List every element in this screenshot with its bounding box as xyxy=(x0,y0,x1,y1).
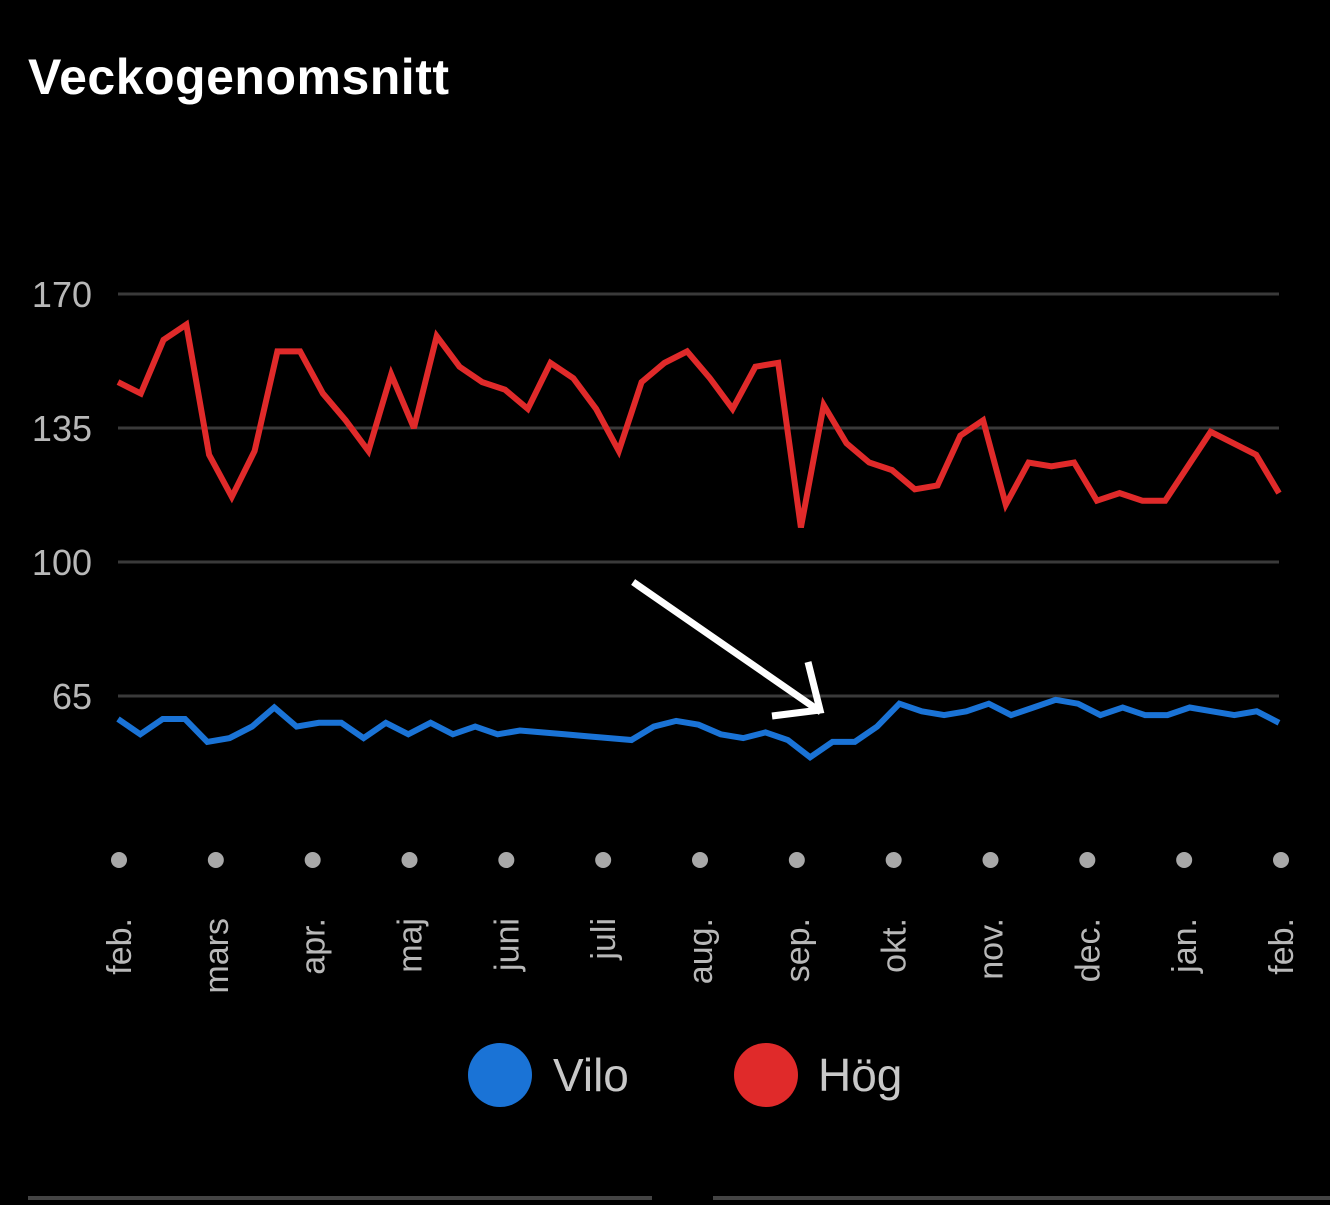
x-tick-label: apr. xyxy=(295,918,333,975)
x-tick-dot xyxy=(982,852,999,868)
legend-hog-label: Hög xyxy=(818,1049,902,1101)
grid-lines xyxy=(118,292,1279,698)
series-line-vilo xyxy=(116,696,1281,762)
x-tick-dot xyxy=(1079,852,1096,868)
x-tick-label: dec. xyxy=(1069,918,1107,982)
divider-right xyxy=(713,1196,1330,1200)
arrow-shaft xyxy=(631,579,823,715)
x-tick-label: mars xyxy=(198,918,236,994)
x-tick-label: jan. xyxy=(1166,918,1204,974)
x-axis-ticks: feb. mars apr. maj juni juli aug. sep. okt. nov. d… xyxy=(101,918,1301,994)
x-tick-dot xyxy=(885,852,902,868)
x-tick-dot xyxy=(788,852,805,868)
x-tick-dot xyxy=(1176,852,1193,868)
x-tick-dot xyxy=(304,852,321,868)
x-tick-label: juli xyxy=(585,918,623,961)
x-tick-label: okt. xyxy=(876,918,914,973)
x-tick-dot xyxy=(692,852,708,868)
series-line-hog xyxy=(116,319,1282,529)
legend-vilo-swatch xyxy=(468,1043,532,1107)
x-tick-dot xyxy=(595,852,612,868)
x-tick-dot xyxy=(1273,852,1289,868)
arrow-head xyxy=(771,661,825,720)
x-tick-dot xyxy=(111,852,127,868)
y-tick-label: 65 xyxy=(52,676,92,717)
y-tick-label: 135 xyxy=(32,408,92,449)
legend-vilo-label: Vilo xyxy=(553,1049,629,1101)
x-tick-label: juni xyxy=(488,918,526,972)
x-tick-label: feb. xyxy=(101,918,139,975)
x-tick-label: sep. xyxy=(779,918,817,982)
x-tick-label: nov. xyxy=(973,918,1011,980)
x-tick-label: feb. xyxy=(1263,918,1301,975)
x-tick-label: aug. xyxy=(682,918,720,984)
x-tick-dot xyxy=(207,852,224,868)
series-lines xyxy=(116,319,1282,762)
chart-title: Veckogenomsnitt xyxy=(28,49,450,105)
annotation-arrow xyxy=(631,579,825,720)
legend-hog-swatch xyxy=(734,1043,798,1107)
x-tick-dot xyxy=(401,852,418,868)
divider-left xyxy=(28,1196,652,1200)
y-axis-ticks: 170 135 100 65 xyxy=(32,274,92,717)
y-tick-label: 100 xyxy=(32,542,92,583)
x-axis-dots xyxy=(111,852,1289,868)
x-tick-dot xyxy=(498,852,515,868)
legend: Vilo Hög xyxy=(468,1043,902,1107)
x-tick-label: maj xyxy=(392,918,430,973)
y-tick-label: 170 xyxy=(32,274,92,315)
